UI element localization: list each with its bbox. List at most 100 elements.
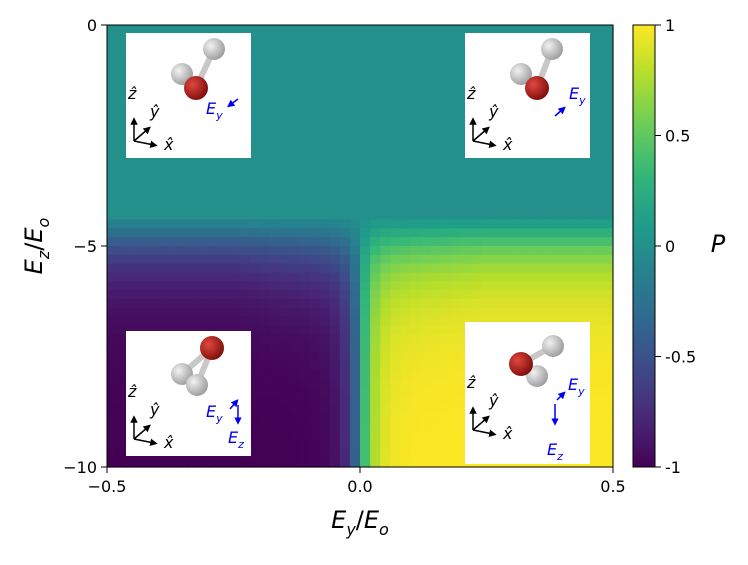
- heatmap-cell: [349, 272, 361, 282]
- heatmap-cell: [147, 166, 159, 176]
- heatmap-cell: [410, 352, 422, 362]
- heatmap-cell: [117, 272, 128, 282]
- heatmap-cell: [208, 192, 219, 203]
- heatmap-cell: [107, 210, 118, 221]
- heatmap-cell: [339, 449, 351, 459]
- heatmap-cell: [360, 157, 371, 168]
- heatmap-cell: [329, 449, 341, 459]
- heatmap-cell: [339, 396, 351, 406]
- heatmap-cell: [400, 369, 412, 380]
- heatmap-cell: [329, 325, 341, 335]
- y-axis-glyph: ŷ: [488, 102, 499, 121]
- heatmap-cell: [228, 210, 240, 221]
- heatmap-cell: [552, 184, 563, 194]
- heatmap-cell: [582, 263, 594, 274]
- heatmap-cell: [360, 166, 371, 176]
- heatmap-cell: [279, 449, 290, 459]
- field-label-ey: Ey: [568, 375, 585, 398]
- heatmap-cell: [451, 316, 462, 327]
- heatmap-cell: [380, 405, 391, 415]
- heatmap-cell: [349, 184, 361, 194]
- heatmap-cell: [177, 157, 189, 168]
- colorbar-tick-label: -1: [665, 458, 681, 477]
- heatmap-cell: [177, 325, 189, 335]
- heatmap-cell: [248, 148, 260, 159]
- heatmap-cell: [451, 369, 462, 380]
- heatmap-cell: [511, 272, 523, 282]
- heatmap-cell: [248, 290, 260, 300]
- heatmap-cell: [572, 228, 584, 238]
- heatmap-cell: [268, 369, 280, 380]
- heatmap-cell: [380, 431, 391, 442]
- heatmap-cell: [501, 290, 513, 300]
- heatmap-cell: [410, 131, 422, 141]
- heatmap-cell: [279, 201, 290, 212]
- heatmap-cell: [117, 210, 128, 221]
- heatmap-cell: [107, 175, 118, 185]
- heatmap-cell: [299, 210, 310, 221]
- heatmap-cell: [370, 175, 381, 185]
- heatmap-cell: [218, 192, 230, 203]
- heatmap-cell: [602, 290, 614, 300]
- heatmap-cell: [187, 299, 199, 309]
- heatmap-cell: [471, 272, 483, 282]
- heatmap-cell: [370, 458, 381, 468]
- heatmap-cell: [370, 334, 381, 344]
- hydrogen-atom: [542, 335, 564, 357]
- coordinate-axes: ẑŷx̂: [127, 382, 174, 452]
- heatmap-cell: [157, 25, 169, 35]
- heatmap-cell: [127, 281, 138, 291]
- heatmap-cell: [248, 33, 260, 44]
- heatmap-cell: [238, 254, 250, 265]
- y-tick-label: 0: [87, 16, 97, 35]
- heatmap-cell: [410, 422, 422, 433]
- heatmap-cell: [289, 378, 300, 389]
- heatmap-cell: [299, 42, 310, 53]
- heatmap-cell: [268, 166, 280, 176]
- heatmap-cell: [400, 201, 412, 212]
- heatmap-cell: [370, 413, 381, 424]
- heatmap-cell: [390, 458, 402, 468]
- heatmap-cell: [349, 175, 361, 185]
- heatmap-cell: [400, 139, 412, 150]
- heatmap-cell: [451, 33, 462, 44]
- heatmap-cell: [117, 334, 128, 344]
- heatmap-cell: [147, 281, 159, 291]
- heatmap-cell: [329, 51, 341, 61]
- heatmap-cell: [299, 201, 310, 212]
- heatmap-cell: [410, 175, 422, 185]
- heatmap-cell: [410, 458, 422, 468]
- heatmap-cell: [552, 272, 563, 282]
- heatmap-cell: [602, 139, 614, 150]
- heatmap-cell: [117, 139, 128, 150]
- heatmap-cell: [147, 157, 159, 168]
- heatmap-cell: [289, 431, 300, 442]
- heatmap-cell: [360, 343, 371, 353]
- heatmap-cell: [360, 201, 371, 212]
- heatmap-cell: [248, 387, 260, 397]
- y-axis-glyph: ŷ: [149, 400, 160, 419]
- heatmap-cell: [440, 201, 452, 212]
- heatmap-cell: [400, 228, 412, 238]
- heatmap-cell: [208, 184, 219, 194]
- heatmap-cell: [339, 104, 351, 114]
- heatmap-cell: [481, 254, 493, 265]
- heatmap-cell: [268, 254, 280, 265]
- heatmap-cell: [299, 449, 310, 459]
- heatmap-cell: [329, 316, 341, 327]
- heatmap-cell: [258, 352, 270, 362]
- heatmap-cell: [390, 184, 402, 194]
- heatmap-cell: [147, 458, 159, 468]
- heatmap-cell: [279, 184, 290, 194]
- heatmap-cell: [157, 175, 169, 185]
- heatmap-cell: [147, 325, 159, 335]
- heatmap-cell: [572, 166, 584, 176]
- heatmap-cell: [299, 458, 310, 468]
- heatmap-cell: [258, 334, 270, 344]
- heatmap-cell: [157, 210, 169, 221]
- heatmap-cell: [208, 210, 219, 221]
- heatmap-cell: [440, 113, 452, 123]
- heatmap-cell: [198, 157, 209, 168]
- heatmap-cell: [279, 104, 290, 114]
